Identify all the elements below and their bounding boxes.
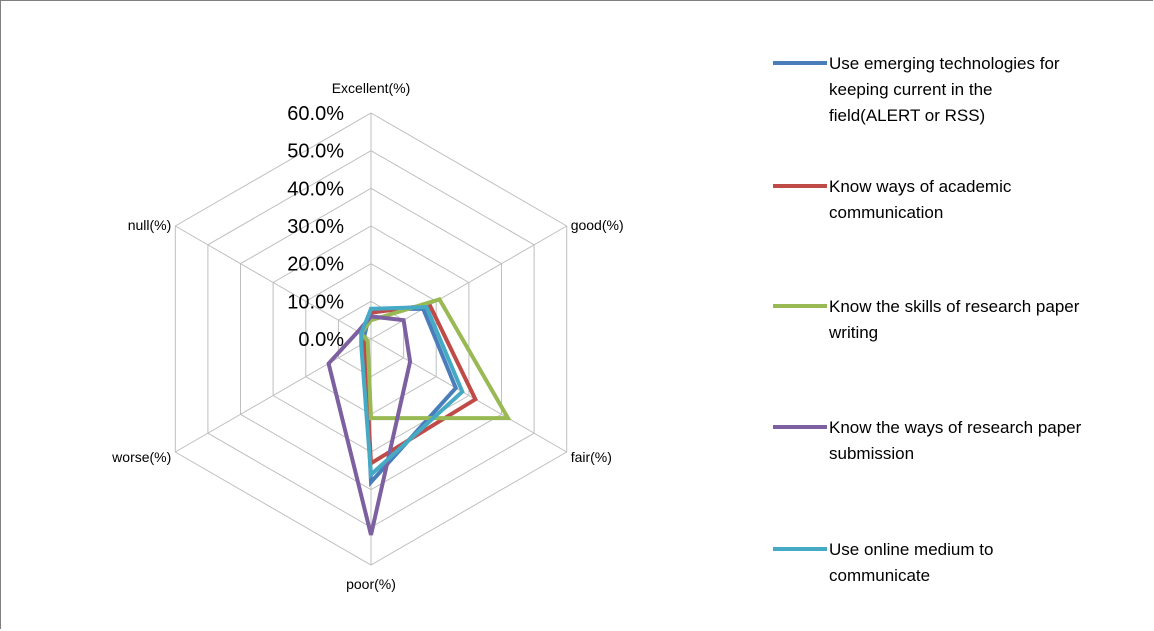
grid-spoke — [370, 338, 567, 453]
legend-label: Use online medium to — [829, 540, 993, 559]
legend-label: submission — [829, 444, 914, 463]
category-label: Excellent(%) — [332, 80, 411, 96]
series-lines — [326, 297, 512, 536]
legend-label: Know ways of academic — [829, 177, 1012, 196]
category-labels: Excellent(%) good(%) fair(%) poor(%) worse(%… — [111, 80, 623, 592]
legend-label: keeping current in the — [829, 80, 993, 99]
category-label: fair(%) — [571, 449, 612, 465]
legend: Use emerging technologies for keeping cur… — [773, 54, 1082, 585]
tick-label: 20.0% — [287, 254, 344, 276]
tick-label: 30.0% — [287, 216, 344, 238]
category-label: poor(%) — [346, 576, 396, 592]
legend-label: communicate — [829, 566, 930, 585]
category-label: null(%) — [128, 217, 172, 233]
radar-grid — [174, 112, 568, 566]
grid-spoke — [175, 338, 372, 453]
tick-label: 10.0% — [287, 291, 344, 313]
tick-label: 40.0% — [287, 178, 344, 200]
series-line — [359, 304, 465, 479]
legend-label: Use emerging technologies for — [829, 54, 1060, 73]
legend-label: communication — [829, 203, 943, 222]
tick-label: 60.0% — [287, 103, 344, 125]
legend-label: Know the skills of research paper — [829, 297, 1080, 316]
legend-label: writing — [828, 323, 878, 342]
legend-label: field(ALERT or RSS) — [829, 106, 985, 125]
category-label: good(%) — [571, 217, 624, 233]
category-label: worse(%) — [111, 449, 171, 465]
legend-label: Know the ways of research paper — [829, 418, 1082, 437]
tick-label: 0.0% — [298, 329, 344, 351]
grid-spoke — [175, 225, 372, 340]
radial-tick-labels: 0.0% 10.0% 20.0% 30.0% 40.0% 50.0% 60.0% — [287, 103, 344, 351]
tick-label: 50.0% — [287, 141, 344, 163]
series-line — [326, 314, 413, 536]
